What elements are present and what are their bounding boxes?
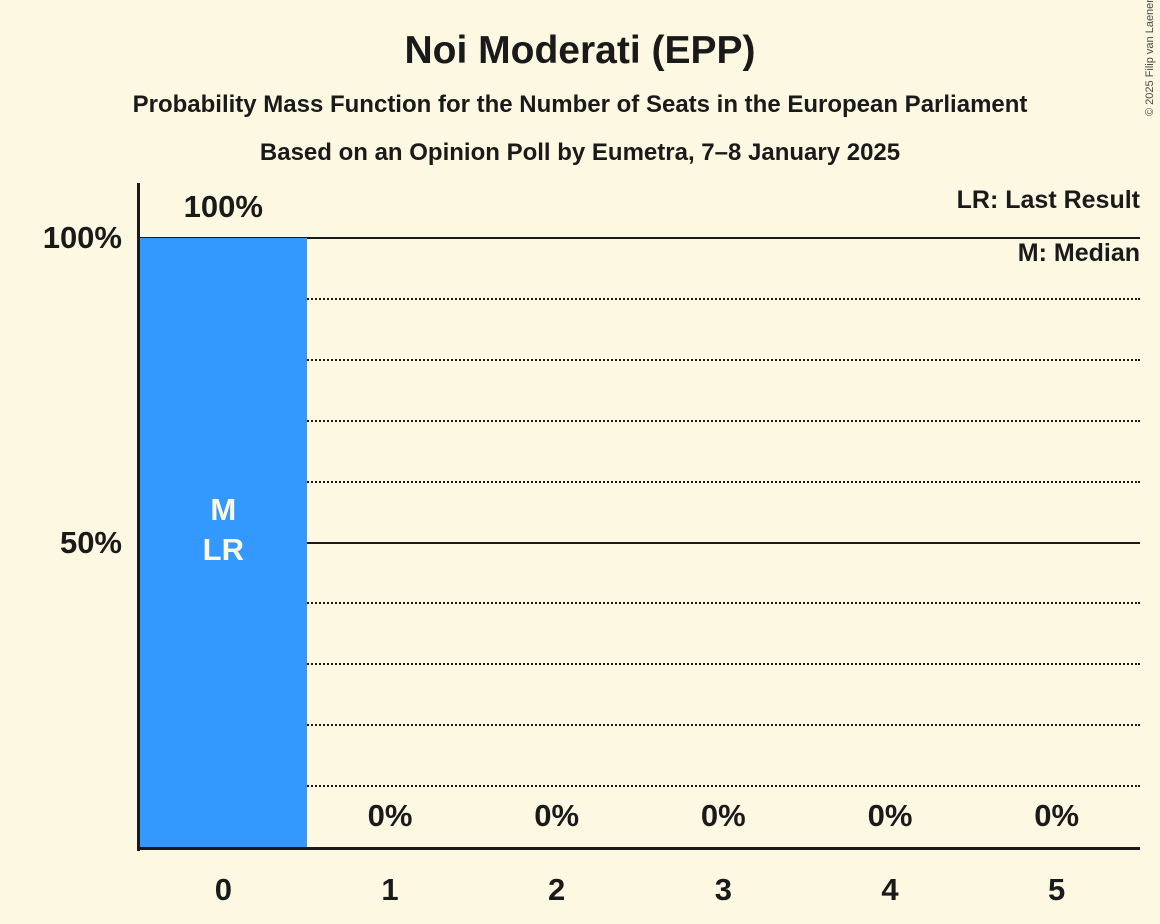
gridline-dotted-60 <box>140 480 1140 483</box>
x-tick-label-2: 2 <box>548 872 566 907</box>
gridline-dotted-10 <box>140 785 1140 788</box>
x-tick-label-5: 5 <box>1048 872 1066 907</box>
bar-value-label-0: 100% <box>183 189 263 224</box>
y-axis-line <box>137 183 140 851</box>
gridline-dotted-30 <box>140 663 1140 666</box>
x-tick-label-0: 0 <box>214 872 232 907</box>
y-tick-label-100: 100% <box>42 220 122 255</box>
bar-value-label-4: 0% <box>867 798 913 833</box>
gridline-dotted-90 <box>140 297 1140 300</box>
bar-annotation-line-lr: LR <box>202 532 244 567</box>
bar-annotation-line-m: M <box>210 492 237 527</box>
x-tick-label-4: 4 <box>881 872 899 907</box>
bar-seats-0 <box>140 238 307 847</box>
bar-value-label-5: 0% <box>1034 798 1080 833</box>
gridline-solid-50 <box>140 541 1140 544</box>
plot-area: 100% 0 0% 1 0% 2 0% 3 0% 4 0% 5 M LR <box>140 189 1140 907</box>
chart-poll-source: Based on an Opinion Poll by Eumetra, 7–8… <box>259 139 901 166</box>
copyright-notice: © 2025 Filip van Laenen <box>1144 0 1156 116</box>
chart-title: Noi Moderati (EPP) <box>404 29 756 72</box>
bar-value-label-1: 0% <box>367 798 413 833</box>
chart-subtitle: Probability Mass Function for the Number… <box>132 91 1028 118</box>
legend-last-result: LR: Last Result <box>956 186 1140 214</box>
bar-value-label-2: 0% <box>534 798 580 833</box>
gridline-dotted-40 <box>140 602 1140 605</box>
x-tick-label-3: 3 <box>714 872 732 907</box>
gridline-solid-100 <box>140 237 1140 239</box>
y-tick-label-50: 50% <box>59 524 122 560</box>
gridline-dotted-20 <box>140 724 1140 727</box>
x-tick-label-1: 1 <box>381 872 399 907</box>
gridline-dotted-70 <box>140 419 1140 422</box>
bar-value-label-3: 0% <box>700 798 746 833</box>
legend-median: M: Median <box>1017 239 1140 267</box>
bar-annotation-median-lastresult: M LR <box>140 490 307 570</box>
gridline-dotted-80 <box>140 358 1140 361</box>
